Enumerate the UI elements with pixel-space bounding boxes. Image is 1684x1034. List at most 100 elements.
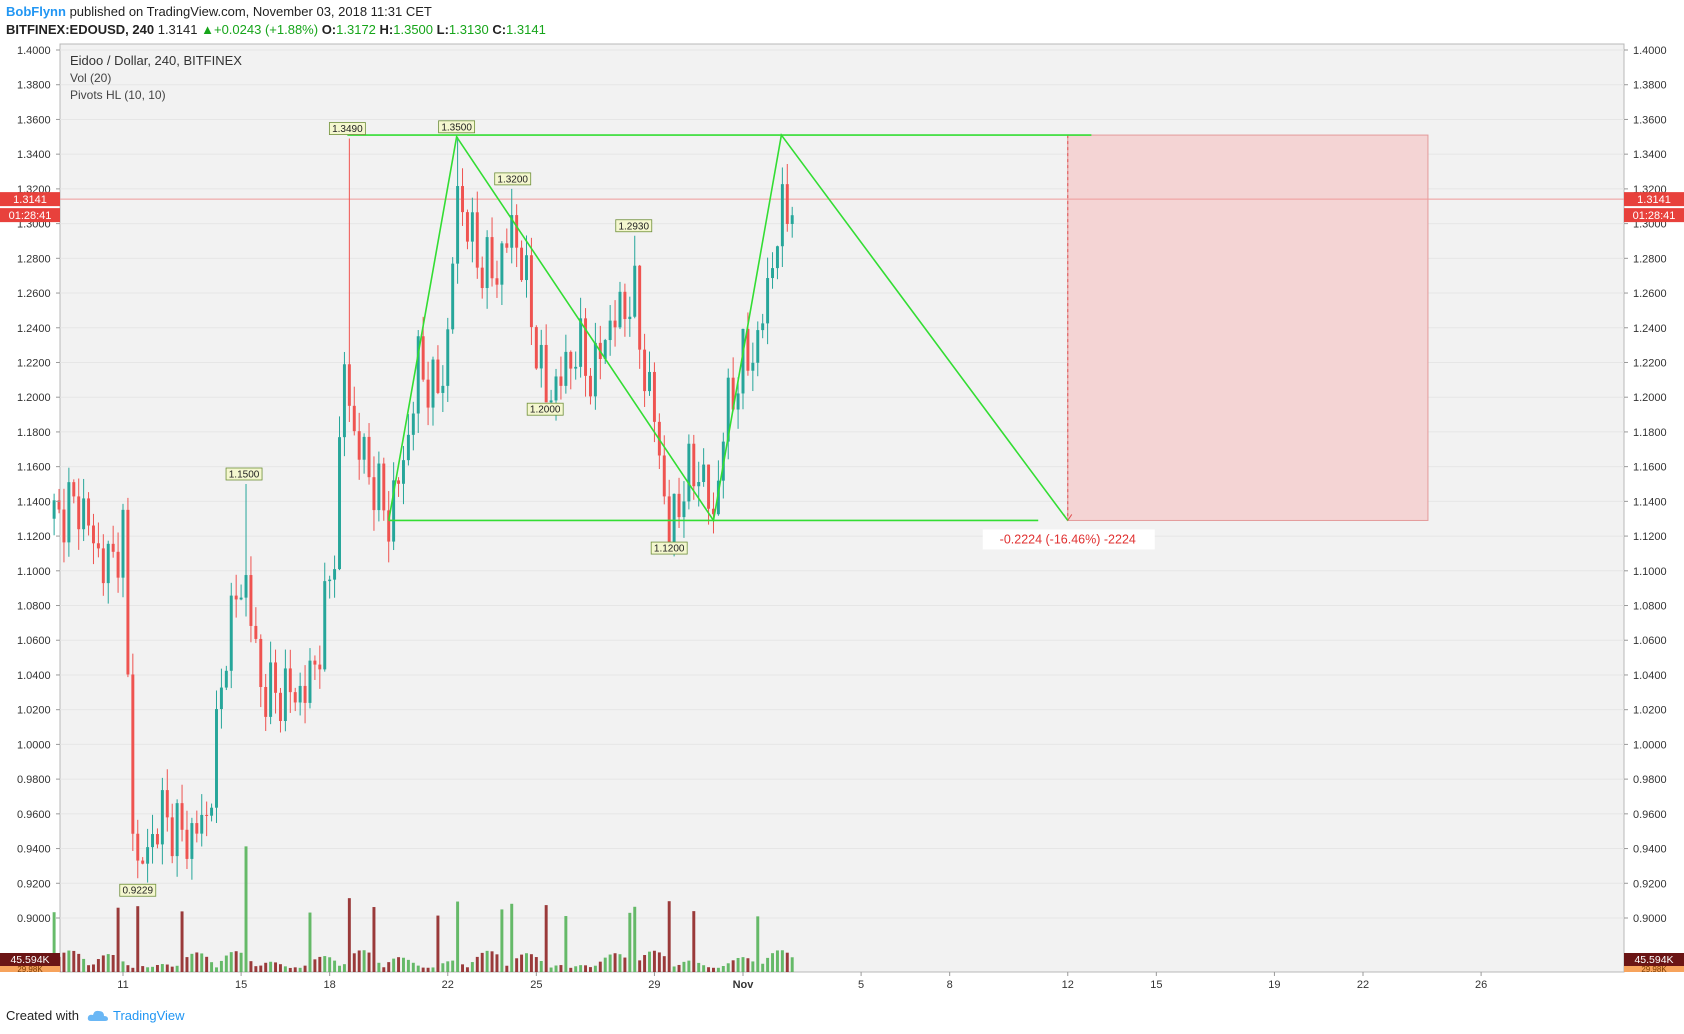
candle-body bbox=[574, 366, 578, 369]
volume-badge-text: 45.594K bbox=[10, 954, 49, 966]
candle-body bbox=[716, 480, 720, 515]
volume-bar bbox=[259, 965, 263, 972]
high-label: H: bbox=[379, 22, 394, 37]
candle-body bbox=[475, 212, 479, 268]
y-tick-label-left: 1.0800 bbox=[17, 601, 51, 613]
x-tick-label: 22 bbox=[442, 979, 454, 991]
price-badge-right bbox=[1624, 192, 1684, 207]
countdown-text: 01:28:41 bbox=[1633, 210, 1676, 222]
volume-bar bbox=[741, 957, 745, 972]
pivot-label-box bbox=[494, 172, 532, 186]
pivot-label-box bbox=[119, 883, 157, 897]
symbol-text: BITFINEX:EDOUSD, 240 bbox=[6, 22, 155, 37]
volume-bar bbox=[141, 966, 145, 972]
volume-bar bbox=[539, 960, 543, 972]
candle-body bbox=[756, 330, 760, 363]
volume-bar bbox=[96, 959, 100, 972]
candle-body bbox=[274, 662, 278, 693]
candle-body bbox=[500, 243, 504, 285]
candle-body bbox=[141, 860, 145, 864]
x-tick-label: 19 bbox=[1268, 979, 1280, 991]
y-tick-label-right: 0.9200 bbox=[1633, 878, 1667, 890]
candle-body bbox=[367, 436, 371, 478]
candle-body bbox=[682, 501, 686, 518]
volume-bar bbox=[588, 967, 592, 972]
candle-body bbox=[643, 349, 647, 392]
candle-body bbox=[259, 638, 263, 688]
candle-body bbox=[160, 790, 164, 845]
volume-bar bbox=[751, 961, 755, 972]
volume-bar bbox=[406, 959, 410, 972]
candle-body bbox=[328, 579, 332, 582]
open-value: 1.3172 bbox=[336, 22, 376, 37]
volume-bar bbox=[456, 901, 460, 972]
tradingview-logo[interactable]: TradingView bbox=[87, 1008, 185, 1023]
volume-bar bbox=[92, 964, 95, 972]
y-tick-label-right: 0.9400 bbox=[1633, 844, 1667, 856]
volume-bar bbox=[648, 951, 651, 972]
volume-bar bbox=[712, 967, 715, 972]
candle-body bbox=[342, 364, 346, 438]
candle-body bbox=[588, 375, 592, 397]
candle-body bbox=[126, 509, 130, 675]
y-tick-label-left: 1.0200 bbox=[17, 705, 51, 717]
candle-body bbox=[264, 687, 268, 717]
volume-bar bbox=[707, 967, 711, 972]
change-arrow-icon: ▲ bbox=[201, 22, 214, 37]
volume-bar bbox=[662, 956, 666, 972]
volume-bar bbox=[564, 916, 568, 972]
candle-body bbox=[278, 692, 282, 722]
y-tick-label-right: 1.0200 bbox=[1633, 705, 1667, 717]
candle-body bbox=[697, 482, 701, 487]
volume-bar bbox=[702, 965, 706, 972]
candle-body bbox=[470, 212, 474, 242]
pivot-label-box bbox=[328, 122, 366, 135]
candle-body bbox=[200, 814, 204, 834]
candle-body bbox=[219, 687, 223, 710]
volume-bar bbox=[697, 962, 701, 972]
x-tick-label: 15 bbox=[1150, 979, 1162, 991]
y-tick-label-right: 1.3800 bbox=[1633, 80, 1667, 92]
candle-body bbox=[136, 833, 140, 861]
x-tick-label: 15 bbox=[235, 979, 247, 991]
volume-bar bbox=[505, 965, 509, 972]
volume-bar bbox=[480, 952, 484, 972]
candle-body bbox=[790, 215, 794, 224]
author-link[interactable]: BobFlynn bbox=[6, 4, 66, 19]
volume-bar bbox=[229, 952, 233, 972]
candle-body bbox=[357, 431, 361, 460]
candle-body bbox=[175, 803, 179, 857]
volume-bar bbox=[780, 950, 784, 972]
volume-bar bbox=[288, 967, 292, 972]
volume-bar bbox=[274, 962, 278, 972]
candle-body bbox=[490, 237, 494, 279]
volume-bar bbox=[579, 965, 583, 972]
y-tick-label-left: 1.4000 bbox=[17, 45, 51, 57]
volume-bar bbox=[116, 907, 120, 972]
candle-body bbox=[618, 291, 622, 328]
candle-body bbox=[387, 510, 391, 542]
volume-bar bbox=[367, 952, 371, 972]
countdown-badge bbox=[1624, 208, 1684, 223]
volume-ma-badge-text: 29.98K bbox=[1641, 965, 1667, 974]
volume-bar bbox=[785, 952, 789, 972]
volume-bar bbox=[569, 967, 573, 972]
y-tick-label-left: 1.2800 bbox=[17, 253, 51, 265]
candle-body bbox=[151, 834, 154, 848]
y-tick-label-left: 1.2600 bbox=[17, 288, 51, 300]
y-tick-label-right: 1.0000 bbox=[1633, 739, 1667, 751]
volume-bar bbox=[347, 898, 351, 972]
y-tick-label-right: 1.1200 bbox=[1633, 531, 1667, 543]
volume-bar bbox=[790, 957, 794, 972]
volume-bar bbox=[475, 956, 479, 972]
candle-body bbox=[72, 482, 76, 497]
candle-body bbox=[603, 340, 607, 359]
candle-body bbox=[451, 263, 455, 330]
y-tick-label-left: 1.1000 bbox=[17, 566, 51, 578]
y-tick-label-right: 1.2600 bbox=[1633, 288, 1667, 300]
volume-bar bbox=[771, 953, 774, 972]
measure-zone bbox=[1067, 134, 1429, 521]
y-tick-label-right: 0.9000 bbox=[1633, 913, 1667, 925]
volume-bar bbox=[362, 950, 366, 972]
